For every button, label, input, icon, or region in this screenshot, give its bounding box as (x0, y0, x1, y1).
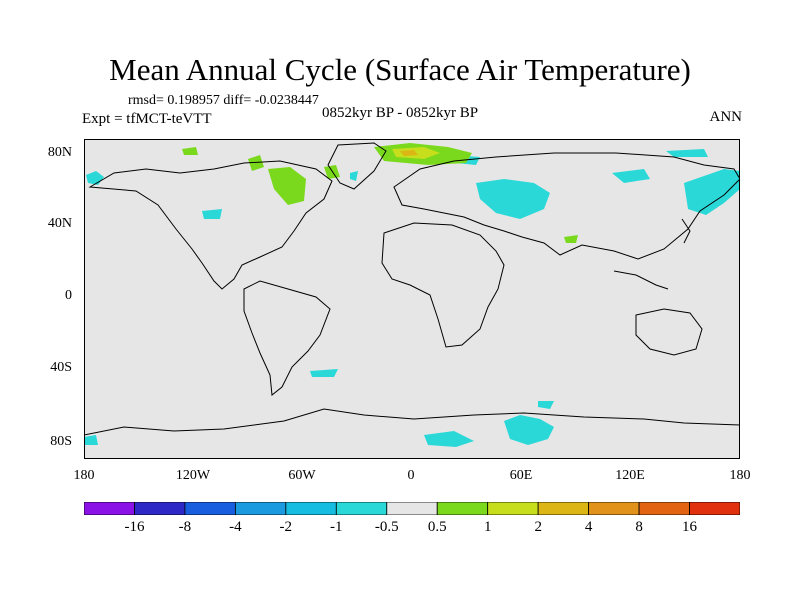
colorbar-label: 4 (584, 519, 593, 535)
cyan-patch-antarctica-3 (538, 401, 554, 409)
lat-label-0: 0 (65, 288, 72, 303)
colorbar-box (184, 502, 236, 515)
colorbar-box (335, 502, 388, 515)
colorbar (84, 502, 740, 515)
indonesia-outline (613, 270, 669, 290)
colorbar-label: -16 (124, 519, 145, 535)
green-patch-canada (248, 155, 264, 171)
eurasia-outline (393, 152, 740, 260)
anomaly-shading (84, 143, 740, 447)
map-background (84, 139, 740, 459)
lat-label-40n: 40N (47, 216, 72, 231)
colorbar-box (134, 502, 186, 515)
coastlines (84, 142, 740, 436)
plot-title: Mean Annual Cycle (Surface Air Temperatu… (109, 52, 691, 87)
cyan-patch-antarctica-4 (84, 435, 98, 445)
japan-outline (681, 218, 691, 244)
colorbar-label: 8 (635, 519, 643, 535)
colorbar-box (487, 502, 539, 515)
cyan-patch-atlantic (350, 171, 358, 181)
map-frame (84, 139, 740, 459)
lat-label-40s: 40S (50, 360, 72, 375)
lon-label-60w: 60W (288, 468, 316, 483)
colorbar-box (234, 502, 287, 515)
lat-label-80n: 80N (47, 145, 72, 160)
rmsd-diff-stats: rmsd= 0.198957 diff= -0.0238447 (128, 93, 319, 108)
africa-outline (381, 222, 505, 348)
world-map (84, 139, 740, 459)
colorbar-box (588, 502, 640, 515)
colorbar-box (537, 502, 590, 515)
north-america-outline (88, 160, 333, 290)
colorbar-box (689, 502, 740, 515)
cyan-patch-south-atlantic (310, 369, 338, 377)
colorbar-label: -1 (330, 519, 343, 535)
lat-label-80s: 80S (50, 434, 72, 449)
lon-label-180w: 180 (73, 468, 95, 483)
colorbar-label: -2 (279, 519, 293, 535)
period-label: 0852kyr BP - 0852kyr BP (322, 105, 479, 121)
cyan-patch-antarctica-2 (424, 431, 474, 447)
colorbar-label: 0.5 (427, 519, 447, 535)
colorbar-label: -4 (229, 519, 242, 535)
orange-patch-barents (400, 150, 418, 156)
colorbar-box (84, 502, 135, 515)
colorbar-label: 16 (682, 519, 697, 535)
lon-label-0: 0 (407, 468, 415, 483)
colorbar-label: 1 (483, 519, 492, 535)
australia-outline (635, 308, 703, 356)
green-patch-arctic-canada (182, 147, 198, 155)
south-america-outline (243, 280, 331, 396)
colorbar-label: -0.5 (374, 519, 399, 535)
cyan-patch-arctic-east (666, 149, 708, 157)
cyan-patch-siberia (476, 179, 550, 219)
colorbar-label: -8 (178, 519, 192, 535)
colorbar-box (436, 502, 489, 515)
lon-label-120e: 120E (615, 468, 645, 483)
cyan-patch-central-siberia (612, 169, 650, 183)
green-patch-greenland (324, 165, 340, 179)
lon-label-60e: 60E (509, 468, 533, 483)
colorbar-box (638, 502, 690, 515)
antarctica-outline (84, 408, 740, 436)
experiment-label: Expt = tfMCT-teVTT (82, 111, 212, 127)
colorbar-label: 2 (534, 519, 542, 535)
colorbar-box (285, 502, 337, 515)
greenland-outline (327, 142, 387, 190)
cyan-patch-north-america (202, 209, 222, 219)
cyan-patch-antarctica-1 (504, 415, 554, 445)
green-patch-himalaya (564, 235, 578, 243)
colorbar-box (386, 502, 438, 515)
lon-label-120w: 120W (175, 468, 211, 483)
cyan-patch-east-asia (684, 169, 740, 215)
green-patch-hudson-bay (268, 167, 306, 205)
lon-label-180e: 180 (729, 468, 751, 483)
season-label: ANN (709, 109, 743, 125)
